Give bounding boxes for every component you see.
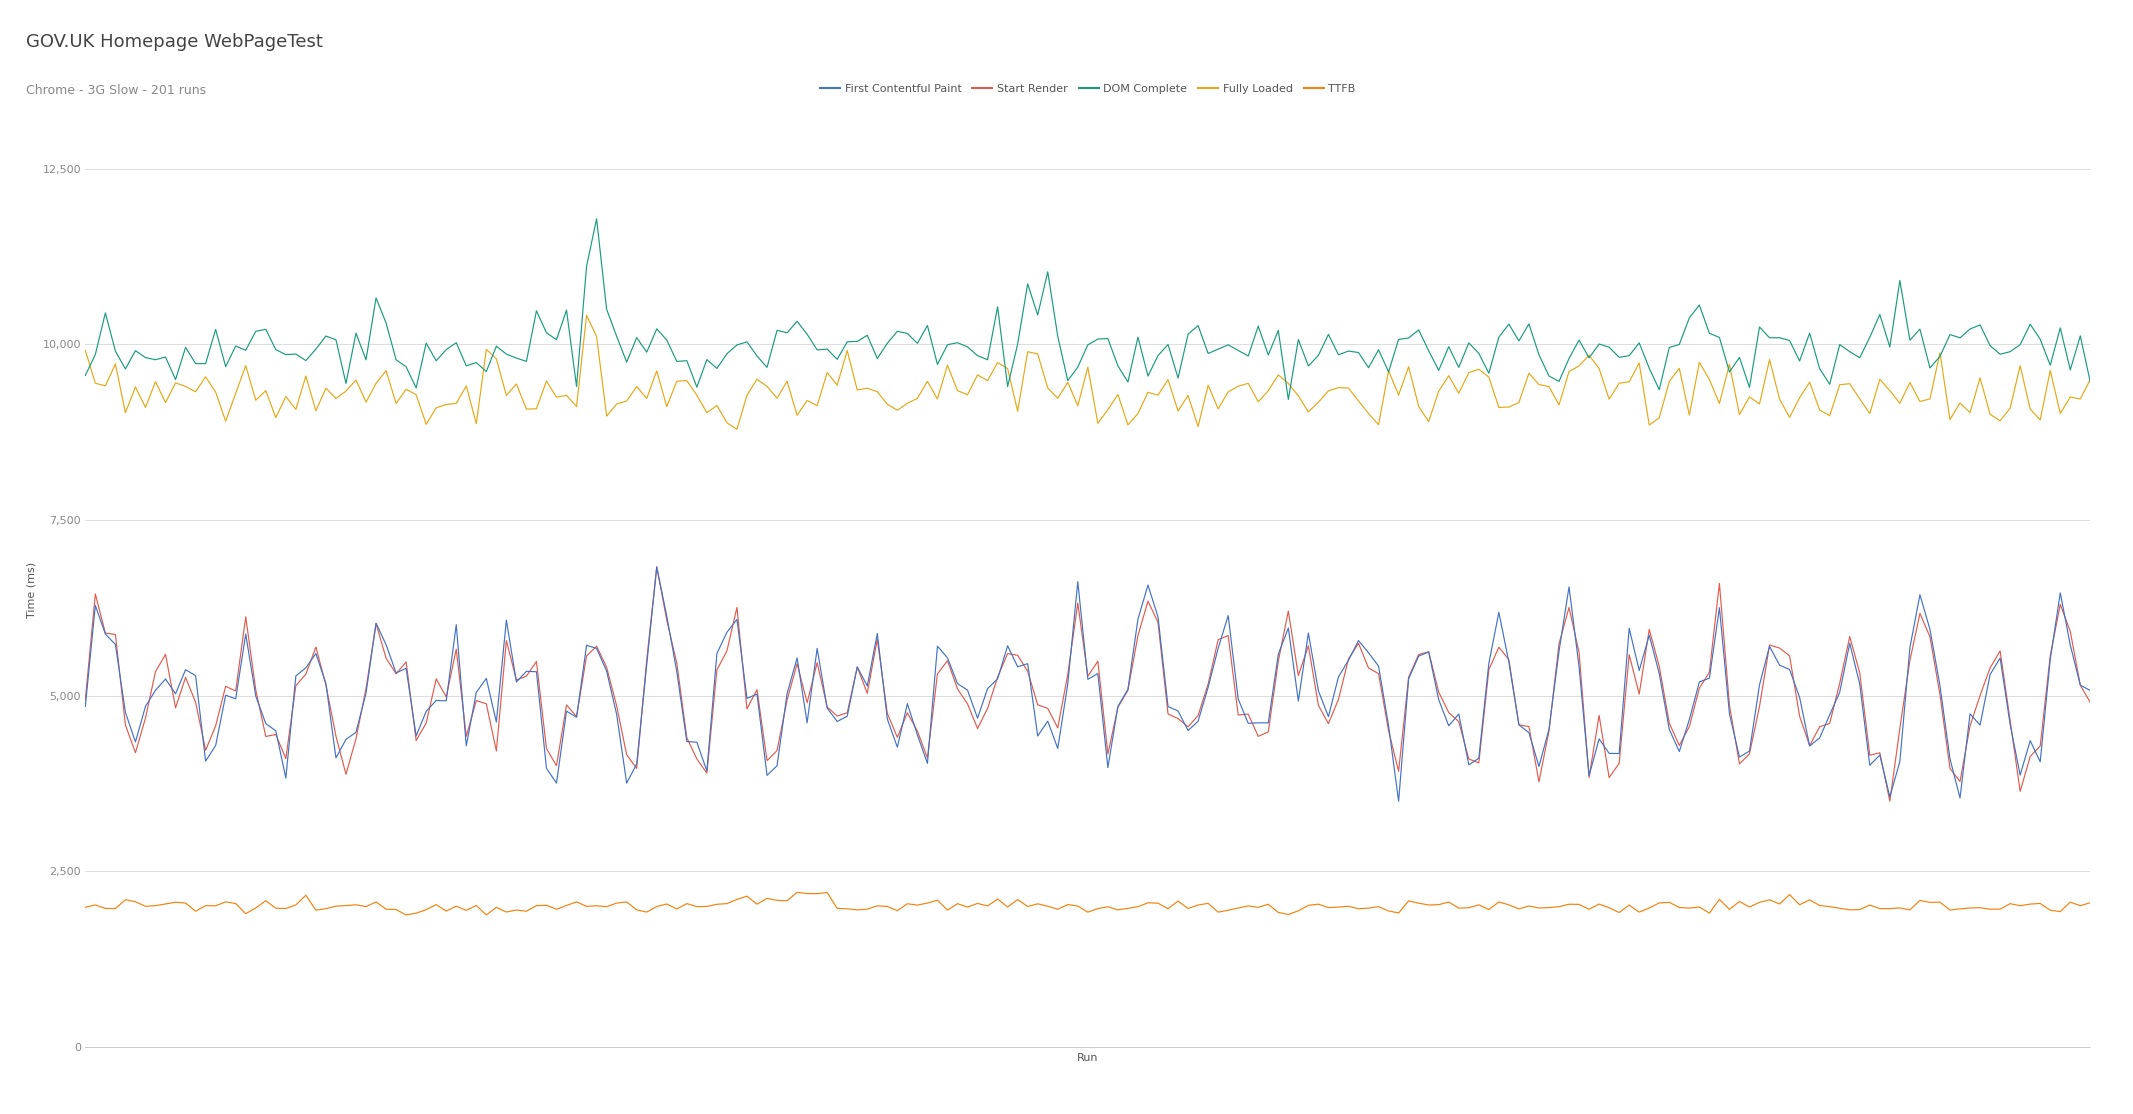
DOM Complete [1928,350,1954,363]
First Contentful Paint [2078,684,2103,697]
DOM Complete [73,369,98,382]
Legend: First Contentful Paint, Start Render, DOM Complete, Fully Loaded, TTFB: First Contentful Paint, Start Render, DO… [815,80,1361,99]
First Contentful Paint [926,639,951,653]
DOM Complete [926,358,951,371]
Line: DOM Complete: DOM Complete [85,218,2090,400]
First Contentful Paint [73,700,98,713]
Line: Start Render: Start Render [85,567,2090,801]
Text: GOV.UK Homepage WebPageTest: GOV.UK Homepage WebPageTest [26,33,322,51]
Fully Loaded [934,359,960,372]
Start Render [815,701,840,714]
Fully Loaded [1175,389,1201,402]
DOM Complete [1165,371,1190,384]
DOM Complete [1276,393,1301,407]
Start Render [926,667,951,681]
Line: TTFB: TTFB [85,892,2090,915]
DOM Complete [254,323,279,336]
DOM Complete [815,342,840,355]
TTFB [392,908,418,921]
Start Render [644,560,670,574]
DOM Complete [2078,375,2103,389]
Fully Loaded [825,379,851,392]
TTFB [83,898,109,911]
First Contentful Paint [83,599,109,613]
Y-axis label: Time (ms): Time (ms) [28,563,36,618]
First Contentful Paint [815,702,840,715]
First Contentful Paint [254,717,279,731]
Fully Loaded [2078,373,2103,387]
Line: First Contentful Paint: First Contentful Paint [85,567,2090,801]
Start Render [1877,794,1903,808]
First Contentful Paint [1165,704,1190,717]
DOM Complete [83,348,109,361]
Start Render [254,730,279,743]
X-axis label: Run: Run [1077,1053,1098,1063]
TTFB [785,886,811,899]
TTFB [254,895,279,908]
Start Render [83,587,109,600]
Fully Loaded [725,422,751,436]
TTFB [825,901,851,915]
Fully Loaded [254,384,279,398]
TTFB [934,903,960,917]
First Contentful Paint [644,560,670,574]
Start Render [73,693,98,706]
Text: Chrome - 3G Slow - 201 runs: Chrome - 3G Slow - 201 runs [26,84,205,97]
Start Render [1928,687,1954,701]
First Contentful Paint [1386,794,1412,808]
TTFB [73,900,98,913]
Line: Fully Loaded: Fully Loaded [85,315,2090,429]
Fully Loaded [574,309,599,322]
Fully Loaded [83,377,109,390]
Fully Loaded [1928,346,1954,360]
TTFB [1175,902,1201,916]
DOM Complete [584,212,610,225]
Fully Loaded [73,344,98,358]
TTFB [2078,896,2103,909]
Start Render [1165,712,1190,725]
Start Render [2078,696,2103,710]
TTFB [1928,896,1954,909]
First Contentful Paint [1928,678,1954,692]
